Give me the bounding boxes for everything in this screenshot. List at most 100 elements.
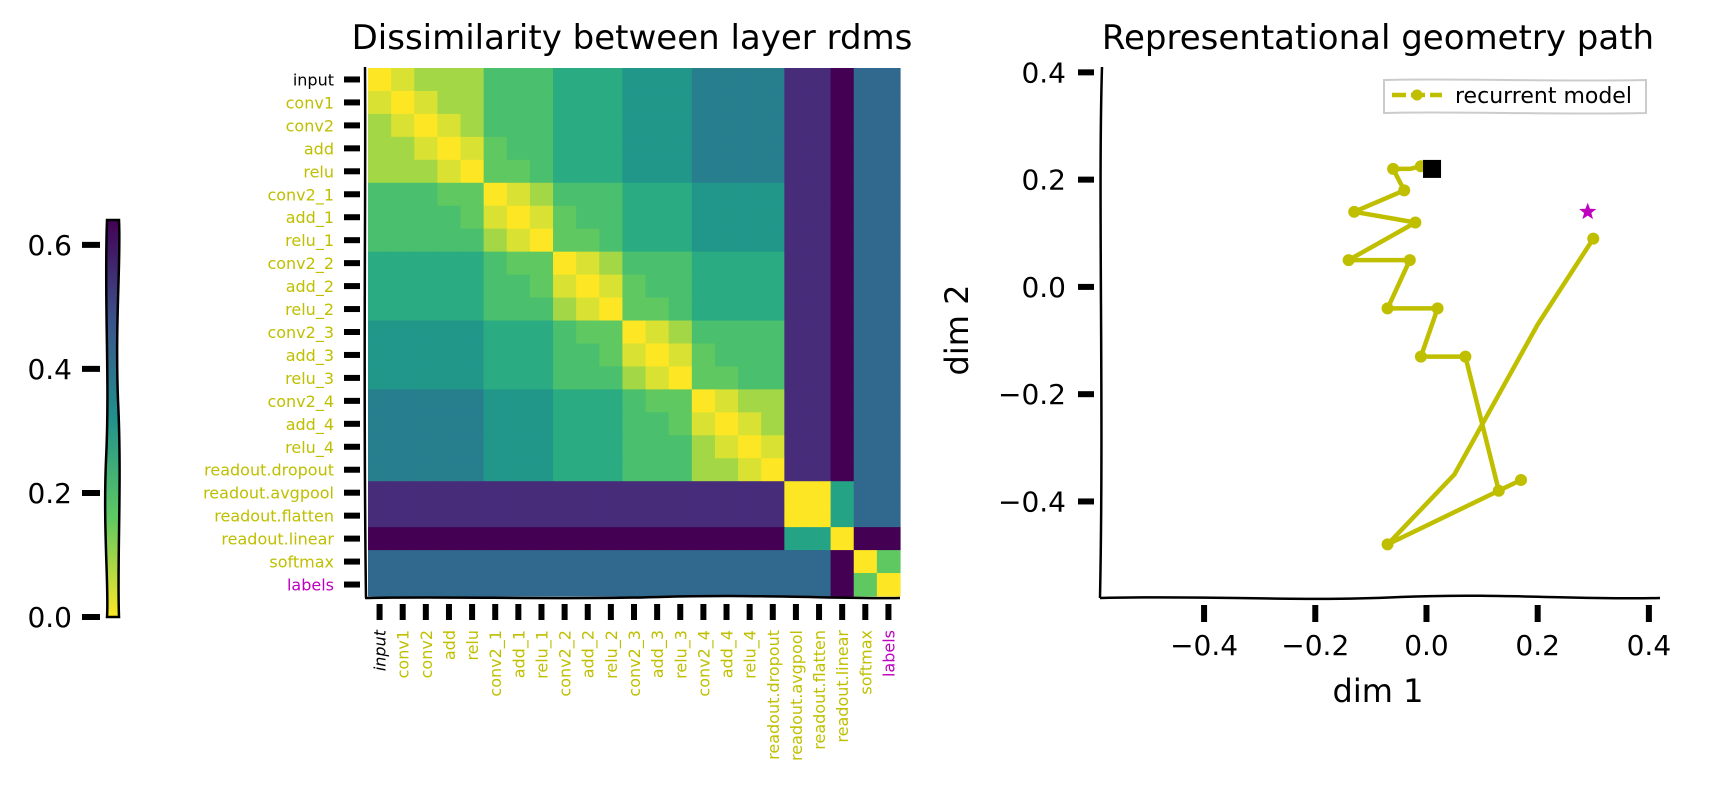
heatmap-cell — [807, 113, 832, 138]
heatmap-cell — [506, 412, 531, 436]
heatmap-cell — [761, 458, 785, 482]
heatmap-cell — [830, 90, 855, 115]
heatmap-cell — [460, 68, 485, 92]
heatmap-cell — [391, 527, 415, 551]
rdm-heatmap: Dissimilarity between layer rdms inputco… — [203, 18, 912, 761]
heatmap-cell — [645, 68, 670, 92]
heatmap-cell — [645, 343, 670, 368]
heatmap-cell — [714, 435, 739, 459]
heatmap-cell — [714, 136, 739, 161]
heatmap-cell — [830, 320, 855, 345]
path-point — [1381, 302, 1394, 315]
heatmap-cell — [414, 435, 438, 459]
heatmap-cell — [483, 573, 508, 597]
heatmap-cell — [622, 343, 647, 368]
heatmap-cell — [830, 435, 855, 459]
heatmap-x-tick-label: relu — [463, 630, 482, 661]
heatmap-cell — [784, 366, 809, 390]
heatmap-cell — [437, 274, 462, 299]
heatmap-cell — [668, 113, 693, 138]
heatmap-cell — [645, 389, 670, 413]
heatmap-cell — [830, 527, 855, 551]
heatmap-cell — [460, 159, 485, 184]
heatmap-cell — [483, 343, 508, 368]
heatmap-cell — [460, 527, 485, 551]
heatmap-cell — [368, 504, 392, 528]
heatmap-cell — [368, 205, 392, 230]
heatmap-cell — [784, 136, 809, 161]
heatmap-cell — [391, 481, 415, 505]
heatmap-cell — [761, 412, 785, 436]
heatmap-cell — [437, 320, 462, 345]
heatmap-y-tick-label: add_4 — [286, 415, 334, 435]
start-star-marker — [1579, 202, 1597, 220]
heatmap-cell — [761, 228, 785, 253]
heatmap-cell — [691, 113, 716, 138]
heatmap-cell — [391, 274, 415, 299]
heatmap-cell — [483, 136, 508, 161]
heatmap-x-tick-label: labels — [879, 630, 898, 677]
heatmap-cell — [691, 435, 716, 459]
colorbar-tick-label: 0.0 — [27, 601, 72, 634]
heatmap-cell — [853, 159, 878, 184]
heatmap-cell — [414, 573, 438, 597]
heatmap-cell — [761, 113, 785, 138]
heatmap-cell — [460, 435, 485, 459]
heatmap-cell — [807, 159, 832, 184]
heatmap-cell — [853, 68, 878, 92]
path-y-tick-label: 0.2 — [1021, 164, 1066, 197]
heatmap-cell — [738, 412, 762, 436]
heatmap-cell — [645, 527, 670, 551]
heatmap-x-tick-label: add_3 — [648, 630, 668, 678]
heatmap-cell — [876, 550, 901, 574]
heatmap-cell — [553, 343, 577, 368]
heatmap-cell — [414, 366, 438, 390]
heatmap-cell — [691, 320, 716, 345]
heatmap-cell — [714, 481, 739, 505]
heatmap-cell — [599, 573, 624, 597]
path-y-tick-label: −0.4 — [998, 485, 1066, 518]
heatmap-cell — [668, 550, 693, 574]
heatmap-cell — [368, 90, 392, 115]
heatmap-cell — [529, 182, 554, 207]
heatmap-cell — [807, 297, 832, 322]
heatmap-x-tick-label: conv2_3 — [625, 630, 645, 697]
heatmap-cell — [622, 412, 647, 436]
heatmap-cell — [622, 297, 647, 322]
heatmap-cell — [483, 297, 508, 322]
heatmap-cell — [645, 481, 670, 505]
heatmap-cell — [576, 343, 600, 368]
heatmap-cell — [553, 113, 577, 138]
heatmap-cell — [483, 435, 508, 459]
heatmap-cell — [714, 251, 739, 276]
x-axis-label: dim 1 — [1333, 672, 1424, 710]
heatmap-cell — [761, 481, 785, 505]
heatmap-cell — [483, 274, 508, 299]
heatmap-cell — [599, 297, 624, 322]
heatmap-cell — [414, 412, 438, 436]
heatmap-cell — [576, 228, 600, 253]
heatmap-cell — [599, 274, 624, 299]
heatmap-x-tick-label: relu_4 — [741, 630, 761, 679]
heatmap-cell — [368, 320, 392, 345]
heatmap-cell — [460, 182, 485, 207]
heatmap-x-tick-label: readout.dropout — [764, 630, 783, 760]
heatmap-cell — [622, 573, 647, 597]
heatmap-cell — [761, 68, 785, 92]
heatmap-bottom-spine — [364, 594, 901, 600]
heatmap-cell — [761, 504, 785, 528]
heatmap-cell — [506, 90, 531, 115]
heatmap-cell — [506, 527, 531, 551]
path-bottom-spine — [1099, 594, 1661, 601]
heatmap-cell — [830, 228, 855, 253]
heatmap-cell — [529, 274, 554, 299]
heatmap-cell — [599, 90, 624, 115]
heatmap-y-tick-label: add_3 — [286, 346, 334, 366]
heatmap-cell — [738, 205, 762, 230]
heatmap-cell — [460, 504, 485, 528]
heatmap-cell — [437, 504, 462, 528]
heatmap-cell — [738, 68, 762, 92]
heatmap-cell — [368, 251, 392, 276]
heatmap-cell — [668, 527, 693, 551]
heatmap-cell — [761, 182, 785, 207]
